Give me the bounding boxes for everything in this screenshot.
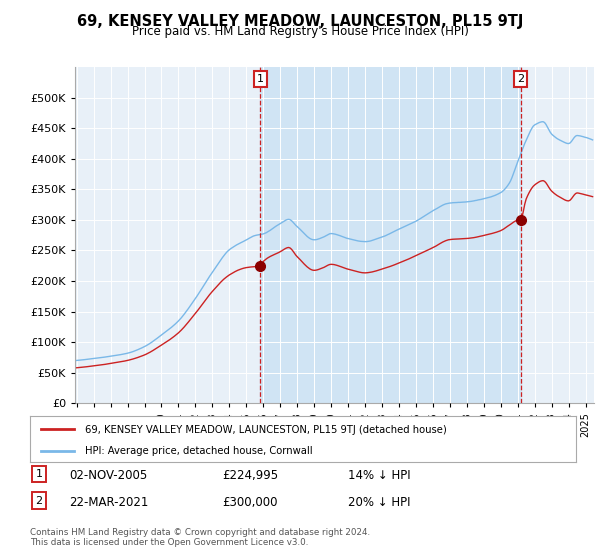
Bar bbox=[260, 67, 521, 403]
Text: 2: 2 bbox=[35, 496, 43, 506]
Text: 1: 1 bbox=[257, 74, 264, 84]
Text: Contains HM Land Registry data © Crown copyright and database right 2024.
This d: Contains HM Land Registry data © Crown c… bbox=[30, 528, 370, 547]
Text: 2: 2 bbox=[517, 74, 524, 84]
Text: 69, KENSEY VALLEY MEADOW, LAUNCESTON, PL15 9TJ (detached house): 69, KENSEY VALLEY MEADOW, LAUNCESTON, PL… bbox=[85, 425, 446, 435]
Text: 22-MAR-2021: 22-MAR-2021 bbox=[69, 496, 148, 508]
Text: 69, KENSEY VALLEY MEADOW, LAUNCESTON, PL15 9TJ: 69, KENSEY VALLEY MEADOW, LAUNCESTON, PL… bbox=[77, 14, 523, 29]
Text: HPI: Average price, detached house, Cornwall: HPI: Average price, detached house, Corn… bbox=[85, 446, 312, 456]
Text: Price paid vs. HM Land Registry's House Price Index (HPI): Price paid vs. HM Land Registry's House … bbox=[131, 25, 469, 38]
Text: £224,995: £224,995 bbox=[222, 469, 278, 482]
Text: £300,000: £300,000 bbox=[222, 496, 277, 508]
Text: 20% ↓ HPI: 20% ↓ HPI bbox=[348, 496, 410, 508]
Text: 02-NOV-2005: 02-NOV-2005 bbox=[69, 469, 147, 482]
Text: 14% ↓ HPI: 14% ↓ HPI bbox=[348, 469, 410, 482]
Text: 1: 1 bbox=[35, 469, 43, 479]
